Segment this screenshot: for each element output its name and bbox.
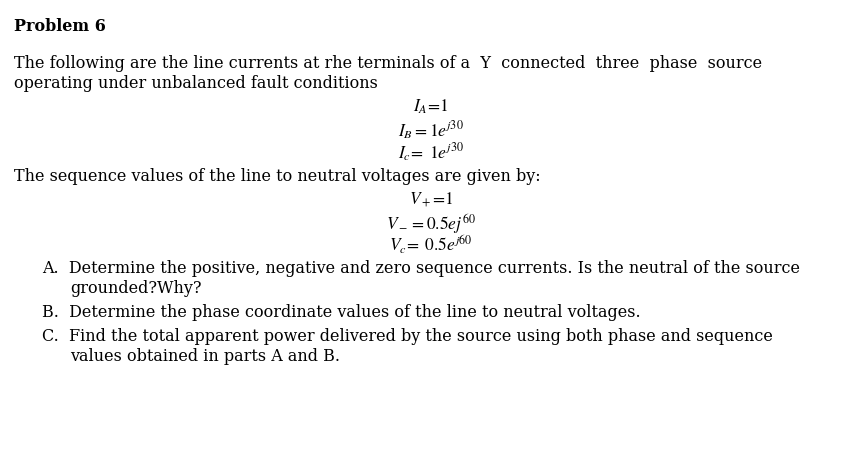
- Text: operating under unbalanced fault conditions: operating under unbalanced fault conditi…: [14, 75, 378, 92]
- Text: values obtained in parts A and B.: values obtained in parts A and B.: [70, 348, 340, 365]
- Text: B.  Determine the phase coordinate values of the line to neutral voltages.: B. Determine the phase coordinate values…: [42, 304, 640, 321]
- Text: The following are the line currents at rhe terminals of a  Y  connected  three  : The following are the line currents at r…: [14, 55, 762, 72]
- Text: $I_A\!=\!1$: $I_A\!=\!1$: [413, 98, 449, 117]
- Text: A.  Determine the positive, negative and zero sequence currents. Is the neutral : A. Determine the positive, negative and …: [42, 260, 800, 277]
- Text: $V_c\!= \ 0.5e^{j60}$: $V_c\!= \ 0.5e^{j60}$: [389, 234, 473, 257]
- Text: $V_- = 0.5ej^{60}$: $V_- = 0.5ej^{60}$: [386, 212, 476, 236]
- Text: C.  Find the total apparent power delivered by the source using both phase and s: C. Find the total apparent power deliver…: [42, 328, 773, 345]
- Text: The sequence values of the line to neutral voltages are given by:: The sequence values of the line to neutr…: [14, 168, 540, 185]
- Text: $I_c\!= \ 1e^{j30}$: $I_c\!= \ 1e^{j30}$: [398, 142, 464, 164]
- Text: $I_B = 1e^{j30}$: $I_B = 1e^{j30}$: [398, 120, 464, 142]
- Text: grounded?Why?: grounded?Why?: [70, 280, 201, 297]
- Text: $V_+\!=\!1$: $V_+\!=\!1$: [408, 190, 453, 208]
- Text: Problem 6: Problem 6: [14, 18, 106, 35]
